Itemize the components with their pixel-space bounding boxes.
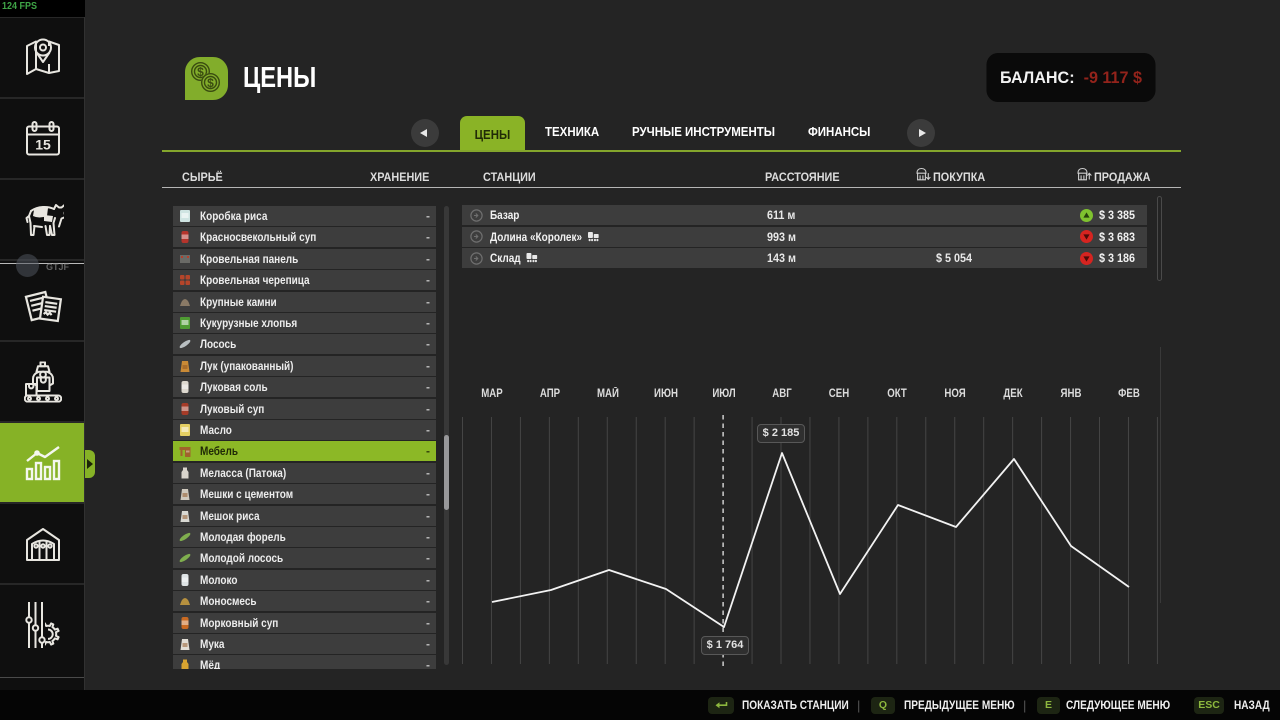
svg-text:$: $ (197, 65, 204, 79)
svg-text:15: 15 (35, 136, 51, 152)
svg-text:$: $ (207, 76, 214, 90)
